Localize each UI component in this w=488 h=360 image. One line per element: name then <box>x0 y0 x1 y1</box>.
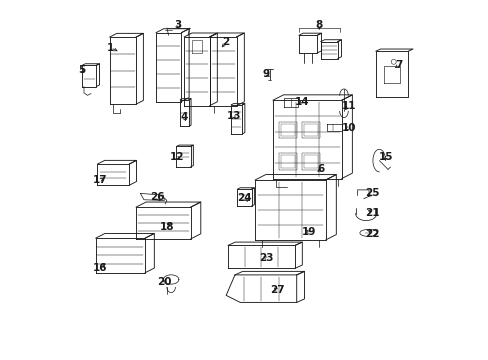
Text: 9: 9 <box>262 69 269 79</box>
Text: 20: 20 <box>157 277 171 287</box>
Text: 7: 7 <box>394 60 402 70</box>
Text: 10: 10 <box>341 123 355 133</box>
Text: 12: 12 <box>169 152 183 162</box>
Text: 24: 24 <box>237 193 251 203</box>
Text: 11: 11 <box>341 101 355 111</box>
Text: 14: 14 <box>294 97 308 107</box>
Text: 19: 19 <box>301 227 315 237</box>
Text: 23: 23 <box>259 253 273 263</box>
Text: 4: 4 <box>180 112 187 122</box>
Text: 17: 17 <box>92 175 107 185</box>
Text: 2: 2 <box>222 37 229 48</box>
Text: 25: 25 <box>364 188 379 198</box>
Text: 15: 15 <box>378 152 393 162</box>
Text: 5: 5 <box>78 65 85 75</box>
Text: 18: 18 <box>159 221 174 231</box>
Text: 21: 21 <box>364 208 379 218</box>
Text: 3: 3 <box>174 20 182 30</box>
Text: 6: 6 <box>317 164 325 174</box>
Text: 27: 27 <box>269 285 284 295</box>
Text: 1: 1 <box>106 43 114 53</box>
Text: 16: 16 <box>93 263 107 273</box>
Text: 22: 22 <box>364 229 379 239</box>
Text: 26: 26 <box>149 192 164 202</box>
Text: 13: 13 <box>226 112 241 121</box>
Text: 8: 8 <box>315 20 322 30</box>
